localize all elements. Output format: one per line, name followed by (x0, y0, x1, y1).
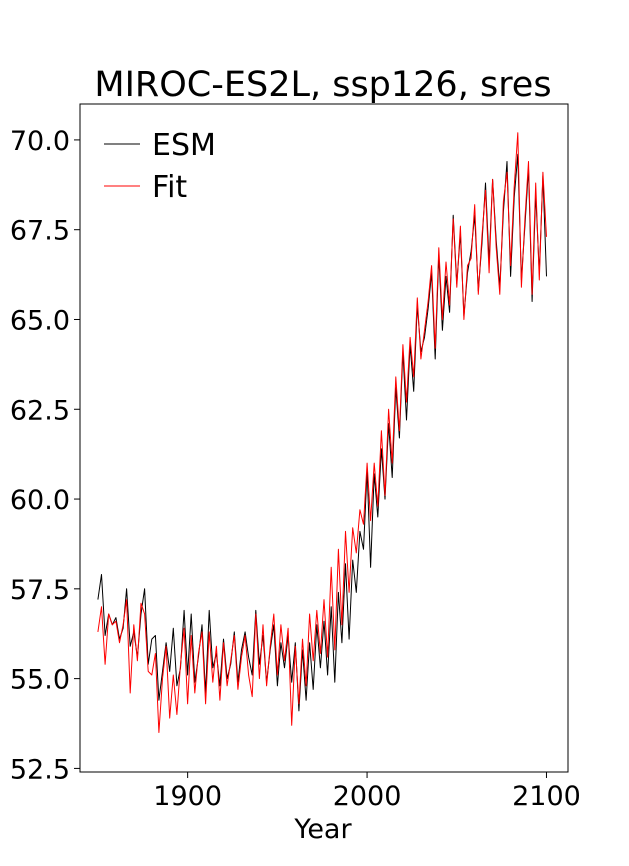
x-tick-label: 2000 (333, 781, 402, 812)
legend-label-esm: ESM (152, 128, 216, 163)
y-tick-label: 52.5 (10, 754, 70, 785)
y-tick-label: 60.0 (10, 485, 70, 516)
legend-label-fit: Fit (152, 170, 187, 205)
y-axis: 52.5 55.0 57.5 60.0 62.5 65.0 67.5 70.0 (10, 126, 80, 785)
series-layer (97, 132, 547, 733)
legend: ESM Fit (104, 128, 216, 205)
x-axis: 1900 2000 2100 (153, 772, 581, 812)
series-line-fit (97, 132, 547, 733)
x-tick-label: 1900 (153, 781, 222, 812)
y-tick-label: 62.5 (10, 395, 70, 426)
y-tick-label: 57.5 (10, 575, 70, 606)
plot-frame (79, 103, 569, 773)
x-tick-label: 2100 (512, 781, 581, 812)
y-tick-label: 55.0 (10, 665, 70, 696)
y-tick-label: 70.0 (10, 126, 70, 157)
chart-title: MIROC-ES2L, ssp126, sres (94, 65, 551, 105)
y-tick-label: 67.5 (10, 216, 70, 247)
y-tick-label: 65.0 (10, 305, 70, 336)
x-axis-title: Year (293, 814, 352, 845)
